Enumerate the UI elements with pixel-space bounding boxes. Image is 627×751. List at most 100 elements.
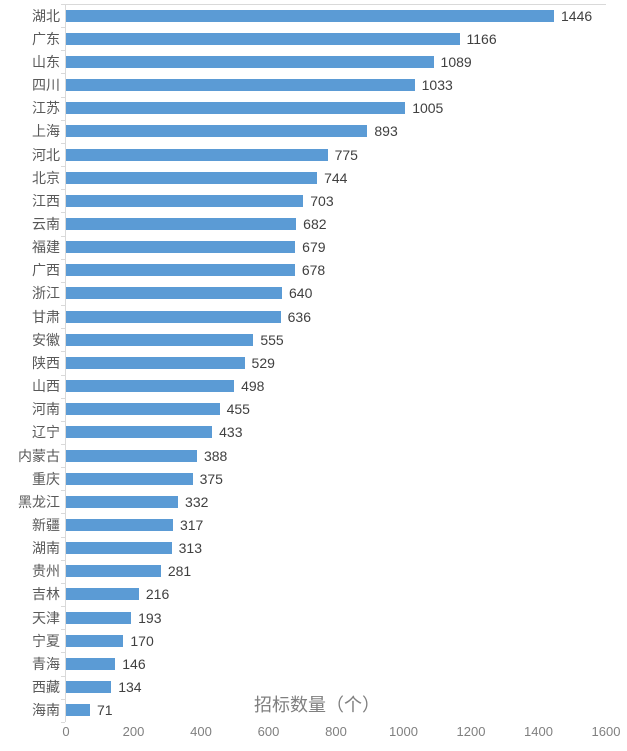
- bar-row: 安徽 555: [0, 328, 627, 353]
- bar-track: 134: [61, 675, 627, 700]
- category-label: 四川: [32, 77, 60, 94]
- bar: [66, 426, 213, 439]
- bar-row: 吉林 216: [0, 582, 627, 608]
- category-label: 安徽: [32, 331, 60, 348]
- value-label: 1033: [421, 77, 453, 94]
- bar-track: 1446: [61, 4, 627, 29]
- bar: [66, 519, 173, 532]
- category-label: 陕西: [32, 354, 60, 371]
- category-label: 贵州: [32, 563, 60, 580]
- bar: [66, 542, 172, 555]
- bar: [66, 704, 90, 717]
- bar-track: 433: [61, 420, 627, 446]
- x-axis-tick-label: 600: [257, 724, 280, 739]
- plot-top-border-line: [66, 4, 606, 5]
- bar: [66, 449, 197, 462]
- x-axis-tick-label: 0: [62, 724, 70, 739]
- bar-track: 555: [61, 328, 627, 353]
- bar: [66, 356, 245, 369]
- value-label: 170: [130, 632, 154, 649]
- category-label: 新疆: [32, 517, 60, 534]
- bar: [66, 495, 179, 508]
- bar-row: 福建 679: [0, 235, 627, 260]
- bar-row: 广西 678: [0, 258, 627, 284]
- value-label: 893: [374, 123, 398, 140]
- value-label: 703: [310, 192, 334, 209]
- category-label: 福建: [32, 239, 60, 256]
- bar-track: 775: [61, 142, 627, 168]
- category-label: 江苏: [32, 100, 60, 117]
- category-label: 湖南: [32, 540, 60, 557]
- bar-track: 170: [61, 629, 627, 654]
- bar-track: 682: [61, 212, 627, 237]
- bar-track: 146: [61, 652, 627, 677]
- bar-track: 317: [61, 513, 627, 538]
- bar: [66, 403, 220, 416]
- bar-row: 内蒙古 388: [0, 443, 627, 469]
- category-label: 宁夏: [32, 632, 60, 649]
- bar-row: 陕西 529: [0, 351, 627, 376]
- bar-row: 辽宁 433: [0, 420, 627, 446]
- bar-row: 河南 455: [0, 397, 627, 422]
- bar-track: 193: [61, 606, 627, 631]
- bar-row: 山西 498: [0, 374, 627, 399]
- bar-track: 1033: [61, 73, 627, 98]
- bar-row: 黑龙江 332: [0, 490, 627, 515]
- bar: [66, 611, 132, 624]
- value-label: 455: [226, 401, 250, 418]
- category-label: 广东: [32, 30, 60, 47]
- value-label: 678: [301, 262, 326, 279]
- value-label: 1089: [440, 53, 472, 70]
- bar-row: 新疆 317: [0, 513, 627, 538]
- value-label: 744: [324, 169, 348, 186]
- value-label: 193: [138, 609, 162, 626]
- bar: [66, 148, 328, 161]
- x-axis-tick-label: 200: [122, 724, 145, 739]
- bar-track: 636: [61, 305, 627, 330]
- value-label: 313: [178, 540, 202, 557]
- value-label: 640: [289, 285, 313, 302]
- category-label: 黑龙江: [18, 493, 60, 510]
- bar-row: 河北 775: [0, 142, 627, 168]
- value-label: 775: [334, 146, 358, 163]
- bar: [66, 9, 555, 22]
- bar: [66, 310, 281, 323]
- x-axis-tick-label: 1200: [456, 724, 486, 739]
- bar-row: 海南 71: [0, 698, 627, 724]
- category-label: 海南: [32, 702, 60, 719]
- bar-row: 宁夏 170: [0, 629, 627, 654]
- bar-track: 332: [61, 490, 627, 515]
- category-label: 西藏: [32, 679, 60, 696]
- bar-row: 云南 682: [0, 212, 627, 237]
- category-label: 云南: [32, 215, 60, 232]
- bar-track: 678: [61, 258, 627, 284]
- value-label: 216: [145, 586, 170, 603]
- value-label: 555: [260, 331, 284, 348]
- bar-row: 重庆 375: [0, 467, 627, 492]
- bar-row: 山东 1089: [0, 50, 627, 75]
- value-label: 498: [241, 378, 265, 395]
- category-label: 吉林: [32, 586, 60, 603]
- bar: [66, 171, 318, 184]
- value-label: 388: [203, 447, 228, 464]
- bar-track: 313: [61, 536, 627, 561]
- bar-track: 1089: [61, 50, 627, 75]
- x-axis: 0 200 400 600 800 1000 1200 1400 1600: [0, 724, 627, 742]
- category-label: 浙江: [32, 285, 60, 302]
- value-label: 134: [118, 679, 142, 696]
- x-axis-title: 招标数量（个）: [254, 695, 380, 715]
- x-axis-tick-label: 1600: [591, 724, 621, 739]
- x-axis-tick-label: 800: [325, 724, 347, 739]
- category-label: 山东: [32, 53, 60, 70]
- bar: [66, 217, 297, 230]
- bar: [66, 79, 415, 92]
- bar-track: 893: [61, 119, 627, 145]
- bar-row: 湖南 313: [0, 536, 627, 561]
- value-label: 375: [199, 470, 223, 487]
- bar: [66, 380, 235, 393]
- bar-track: 744: [61, 166, 627, 191]
- bar-track: 1166: [61, 27, 627, 52]
- bar: [66, 657, 116, 670]
- bar-track: 498: [61, 374, 627, 399]
